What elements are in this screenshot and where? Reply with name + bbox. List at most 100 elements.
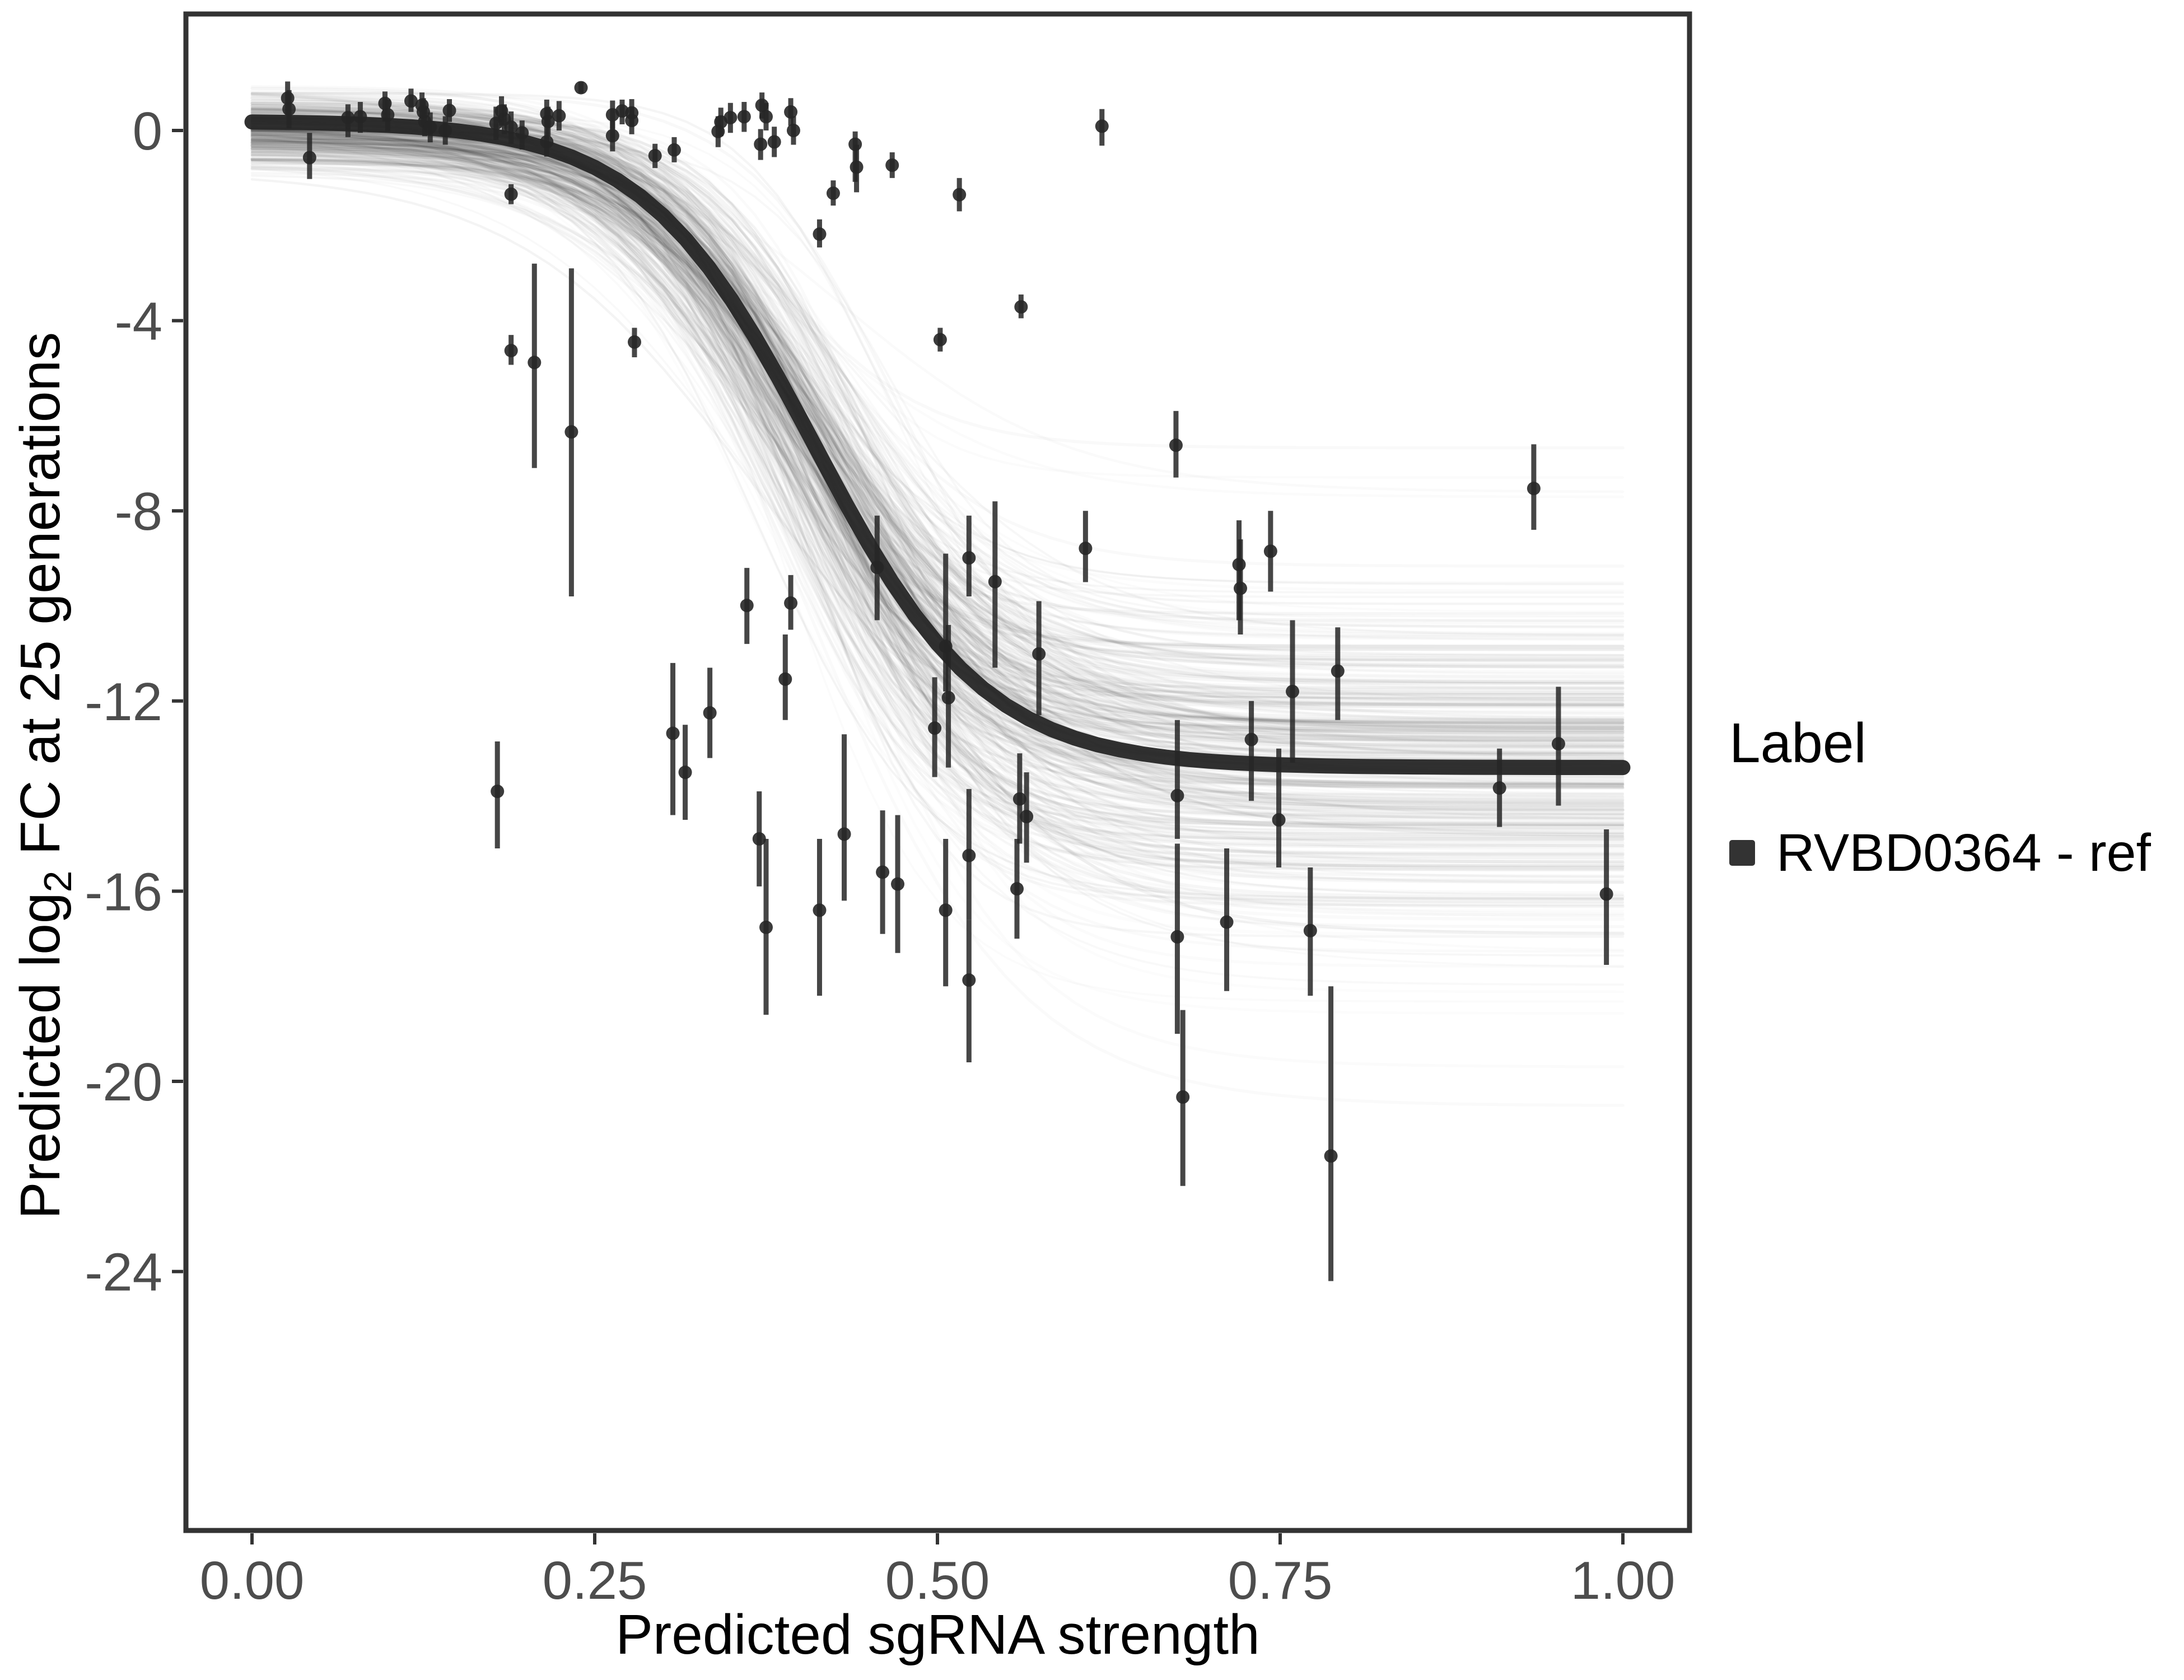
data-point xyxy=(786,124,800,137)
data-point xyxy=(528,356,542,370)
data-point xyxy=(767,135,781,149)
data-point xyxy=(1272,813,1286,827)
fit-curve xyxy=(244,114,1631,776)
data-point xyxy=(724,111,738,125)
data-point xyxy=(1012,792,1026,806)
data-point xyxy=(353,110,367,124)
data-point xyxy=(423,120,437,134)
y-tick-label: 0 xyxy=(133,101,162,161)
data-point xyxy=(754,137,768,151)
data-point xyxy=(941,690,955,704)
data-point xyxy=(666,726,680,740)
data-point xyxy=(282,102,296,116)
data-point xyxy=(837,827,851,841)
y-tick-label: -8 xyxy=(115,482,162,542)
data-point xyxy=(1032,647,1046,661)
data-point xyxy=(962,973,976,987)
data-point xyxy=(667,143,681,157)
data-point xyxy=(381,108,395,122)
data-point xyxy=(1234,581,1248,595)
data-point xyxy=(540,135,554,149)
data-point xyxy=(491,785,505,799)
data-point xyxy=(1331,664,1345,678)
data-point xyxy=(1169,438,1183,452)
data-point xyxy=(302,151,316,165)
data-point xyxy=(648,148,662,162)
data-point xyxy=(404,94,418,108)
data-point xyxy=(813,903,827,917)
legend-title: Label xyxy=(1729,712,1866,774)
data-point xyxy=(737,110,751,124)
data-point xyxy=(928,721,942,735)
data-point xyxy=(1170,788,1184,802)
data-point xyxy=(541,114,555,128)
data-point xyxy=(627,335,641,349)
fit-curve-line xyxy=(244,114,1631,776)
data-point xyxy=(939,903,953,917)
y-tick-label: -20 xyxy=(85,1052,162,1112)
data-point xyxy=(1303,923,1317,937)
data-point xyxy=(962,551,976,565)
y-axis-title: Predicted log2 FC at 25 generations xyxy=(8,283,80,1268)
data-point xyxy=(504,344,518,358)
data-point xyxy=(1527,482,1541,496)
data-point xyxy=(759,920,773,934)
legend-item: RVBD0364 - ref xyxy=(1729,823,2166,883)
data-point xyxy=(813,227,827,241)
data-point xyxy=(1244,732,1258,746)
data-point xyxy=(1220,915,1234,929)
data-point xyxy=(876,865,890,879)
x-tick-label: 0.50 xyxy=(885,1551,990,1611)
data-point xyxy=(1170,930,1184,944)
data-point xyxy=(438,124,452,137)
data-point xyxy=(826,186,840,200)
data-point xyxy=(1095,119,1109,133)
data-point xyxy=(1176,1090,1190,1104)
legend: Label RVBD0364 - ref xyxy=(1729,711,2166,883)
data-point xyxy=(504,187,518,201)
x-tick-label: 0.25 xyxy=(543,1551,647,1611)
x-axis-ticks: 0.00 0.25 0.50 0.75 1.00 xyxy=(200,1533,1675,1611)
y-axis-title-suffix: FC at 25 generations xyxy=(9,332,72,871)
data-point xyxy=(784,105,798,119)
y-axis-title-prefix: Predicted log xyxy=(9,892,72,1220)
data-point xyxy=(1014,300,1028,314)
panel-border xyxy=(183,11,1692,1533)
y-tick-label: -12 xyxy=(85,672,162,732)
data-point xyxy=(850,160,864,174)
data-point xyxy=(552,109,566,123)
panel-border-rect xyxy=(183,11,1692,1533)
data-point xyxy=(752,832,766,846)
data-point xyxy=(1324,1149,1338,1163)
data-points xyxy=(281,81,1613,1281)
posterior-band xyxy=(250,101,1625,936)
data-point xyxy=(740,599,754,613)
data-point xyxy=(1079,542,1093,556)
data-point xyxy=(778,672,792,686)
data-point xyxy=(1286,684,1300,698)
data-point xyxy=(504,120,518,134)
data-point xyxy=(574,81,588,95)
data-point xyxy=(564,425,578,439)
x-tick-label: 0.75 xyxy=(1228,1551,1333,1611)
data-point xyxy=(933,333,947,347)
y-axis-title-subscript: 2 xyxy=(36,870,80,893)
y-tick-label: -16 xyxy=(85,862,162,922)
data-point xyxy=(1492,781,1506,795)
data-point xyxy=(1010,882,1024,896)
data-point xyxy=(678,766,692,780)
y-tick-label: -4 xyxy=(115,292,162,352)
y-axis-ticks: 0 -4 -8 -12 -16 -20 -24 xyxy=(85,101,183,1303)
data-point xyxy=(885,158,899,172)
data-point xyxy=(605,129,619,143)
legend-item-label: RVBD0364 - ref xyxy=(1776,823,2151,883)
data-point xyxy=(953,188,967,202)
data-point xyxy=(891,877,905,891)
data-point xyxy=(962,848,976,862)
data-point xyxy=(1551,737,1565,751)
data-point xyxy=(625,114,639,128)
data-point xyxy=(1263,544,1277,558)
y-tick-label: -24 xyxy=(85,1243,162,1303)
